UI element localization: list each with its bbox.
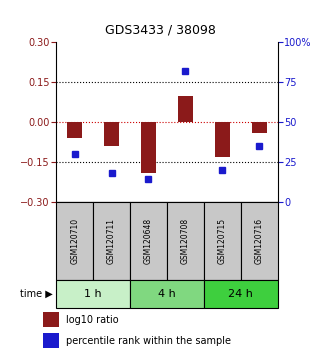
Bar — [67, 122, 82, 138]
Bar — [204, 202, 241, 280]
Bar — [141, 122, 156, 172]
Bar — [42, 312, 59, 327]
Text: GSM120711: GSM120711 — [107, 218, 116, 264]
Text: GSM120710: GSM120710 — [70, 218, 79, 264]
Text: GSM120648: GSM120648 — [144, 218, 153, 264]
Bar — [167, 202, 204, 280]
Bar — [56, 280, 130, 308]
Text: time ▶: time ▶ — [20, 289, 53, 299]
Bar — [215, 122, 230, 156]
Text: log10 ratio: log10 ratio — [66, 315, 118, 325]
Bar — [204, 280, 278, 308]
Text: GSM120715: GSM120715 — [218, 218, 227, 264]
Bar — [42, 333, 59, 348]
Bar — [241, 202, 278, 280]
Bar — [252, 122, 266, 133]
Bar — [130, 280, 204, 308]
Text: GSM120708: GSM120708 — [181, 218, 190, 264]
Text: GSM120716: GSM120716 — [255, 218, 264, 264]
Bar — [56, 202, 93, 280]
Text: 1 h: 1 h — [84, 289, 102, 299]
Bar — [178, 96, 193, 122]
Text: 24 h: 24 h — [228, 289, 253, 299]
Text: percentile rank within the sample: percentile rank within the sample — [66, 336, 231, 346]
Bar — [130, 202, 167, 280]
Text: GDS3433 / 38098: GDS3433 / 38098 — [105, 23, 216, 36]
Text: 4 h: 4 h — [158, 289, 176, 299]
Bar — [93, 202, 130, 280]
Bar — [104, 122, 119, 146]
